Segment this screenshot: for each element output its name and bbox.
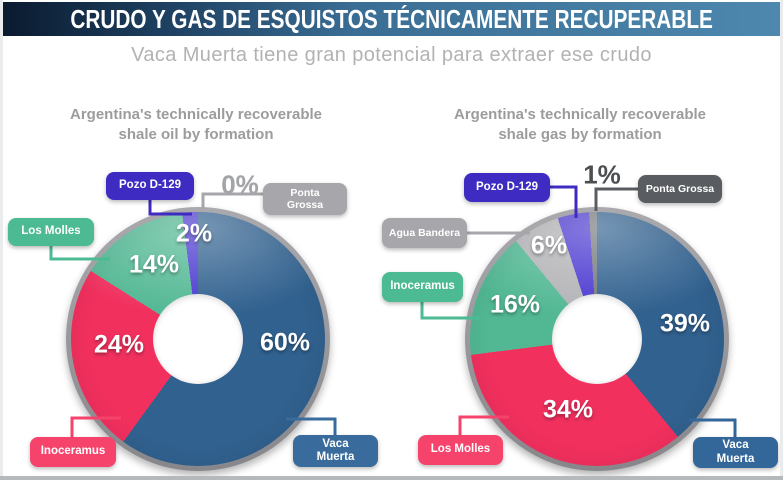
- oil-callout-vaca-muerta: Vaca Muerta: [293, 435, 378, 467]
- oil-value-los-molles: 14%: [128, 250, 180, 279]
- gas-chart-title: Argentina's technically recoverable shal…: [420, 105, 740, 145]
- oil-callout-los-molles: Los Molles: [8, 218, 94, 246]
- oil-callout-pozo-d129: Pozo D-129: [106, 172, 194, 200]
- page-edge-right: [780, 0, 783, 480]
- gas-value-los-molles: 34%: [542, 395, 594, 424]
- gas-callout-ponta-grossa: Ponta Grossa: [638, 175, 722, 203]
- gas-value-ponta-grossa: 1%: [583, 159, 621, 190]
- title-banner: CRUDO Y GAS DE ESQUISTOS TÉCNICAMENTE RE…: [2, 2, 781, 36]
- gas-value-inoceramus: 16%: [489, 290, 541, 319]
- oil-value-inoceramus: 24%: [93, 330, 145, 359]
- gas-callout-vaca-muerta: Vaca Muerta: [693, 437, 778, 468]
- gas-callout-agua-bandera: Agua Bandera: [382, 218, 467, 248]
- gas-callout-pozo-d129: Pozo D-129: [464, 173, 550, 202]
- oil-value-ponta-grossa: 0%: [221, 169, 259, 200]
- oil-donut-hole: [153, 294, 243, 384]
- page-edge-left: [0, 0, 3, 480]
- oil-callout-ponta-grossa: Ponta Grossa: [263, 183, 347, 215]
- oil-value-pozo-d129: 2%: [175, 219, 213, 248]
- gas-donut-hole: [552, 294, 642, 384]
- page-title: CRUDO Y GAS DE ESQUISTOS TÉCNICAMENTE RE…: [70, 3, 713, 34]
- page-subtitle: Vaca Muerta tiene gran potencial para ex…: [131, 44, 652, 66]
- gas-chart-title-line1: Argentina's technically recoverable: [453, 106, 706, 123]
- gas-donut: [465, 207, 729, 471]
- oil-value-vaca-muerta: 60%: [259, 328, 311, 357]
- oil-callout-inoceramus: Inoceramus: [30, 437, 116, 467]
- gas-callout-los-molles: Los Molles: [418, 435, 503, 465]
- gas-chart-title-line2: shale gas by formation: [498, 125, 662, 143]
- oil-chart-title-line2: shale oil by formation: [118, 125, 274, 143]
- gas-value-vaca-muerta: 39%: [659, 309, 711, 338]
- gas-value-agua-bandera: 6%: [530, 231, 568, 260]
- gas-callout-inoceramus: Inoceramus: [382, 272, 463, 302]
- oil-chart-title: Argentina's technically recoverable shal…: [36, 105, 356, 145]
- page-edge-bottom: [0, 476, 783, 480]
- oil-chart-title-line1: Argentina's technically recoverable: [69, 106, 322, 123]
